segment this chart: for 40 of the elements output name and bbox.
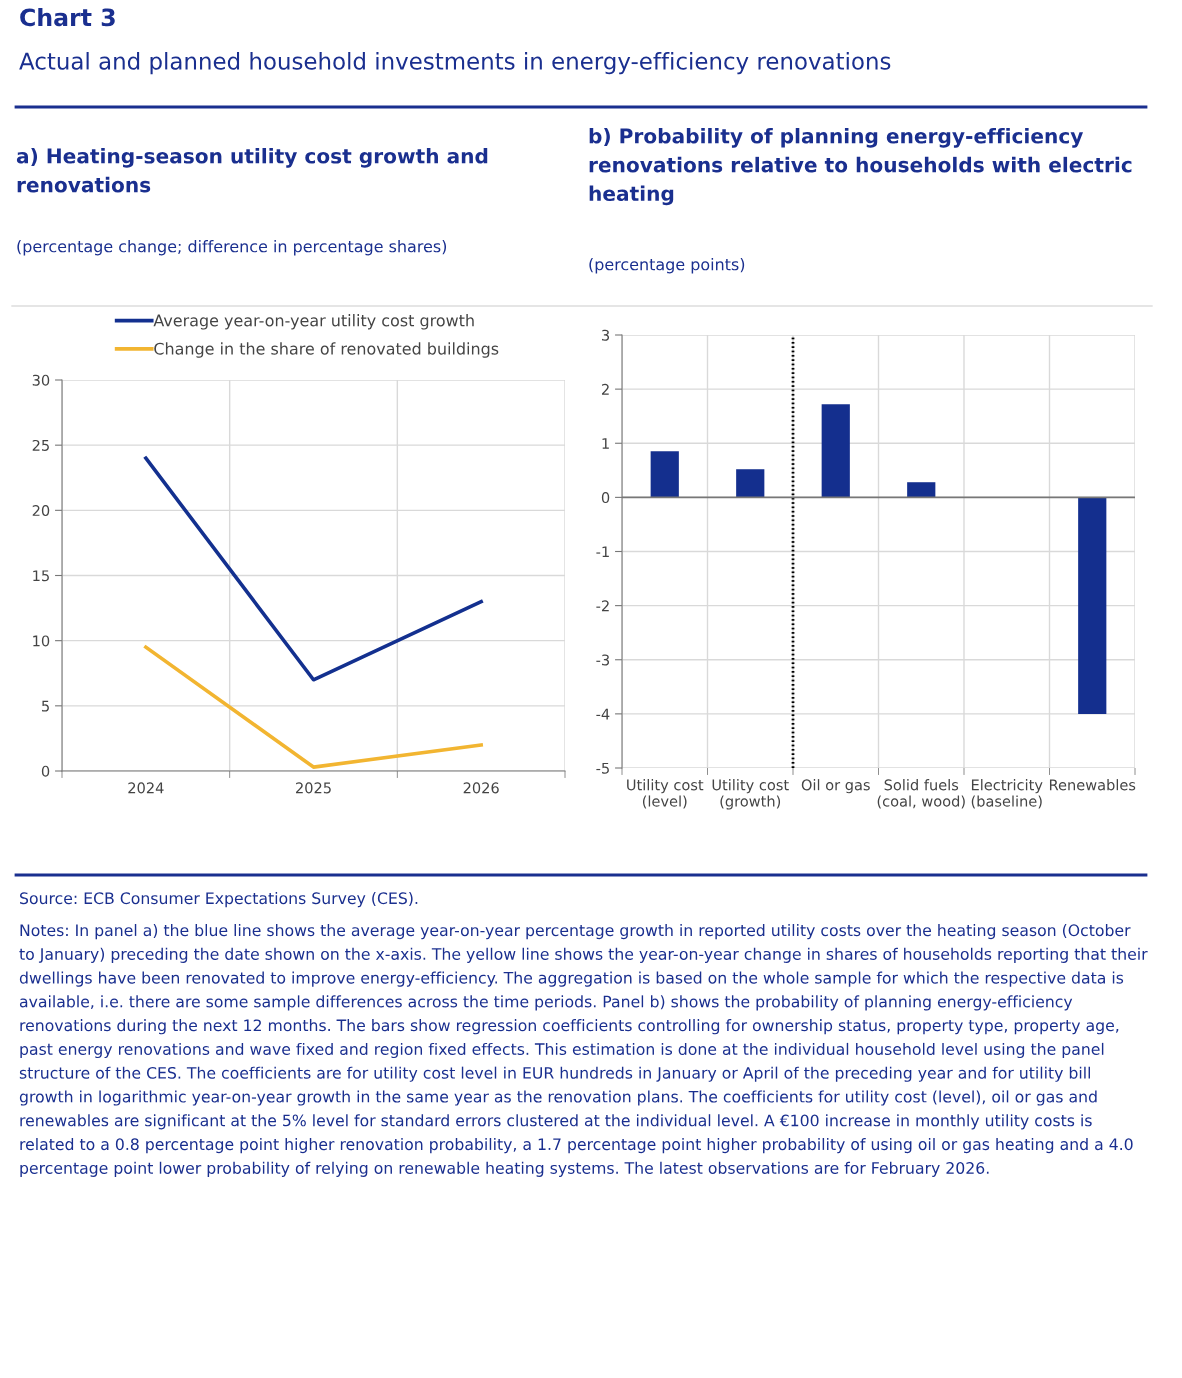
chart-title: a) Heating-season utility cost growth and renovations: [16, 148, 488, 193]
chart-title: b) Probability of planning energy-efficiency renovations relative to households with electric heating: [589, 128, 1132, 206]
x-tick-label: Electricity (baseline): [971, 779, 1043, 809]
chart-subtitle: (percentage change; difference in percentage shares): [17, 240, 447, 256]
bar: [907, 482, 936, 498]
y-tick-label: -3: [596, 654, 610, 666]
x-tick-label: 2024: [128, 782, 164, 794]
x-tick-label: 2025: [296, 782, 331, 794]
y-tick-label: 10: [33, 635, 50, 647]
text: Chart 3: [20, 8, 115, 27]
bar: [650, 451, 679, 498]
x-tick-label: Utility cost (level): [627, 779, 704, 809]
y-tick-label: 25: [32, 439, 49, 451]
y-tick-label: 0: [601, 492, 610, 504]
y-tick-label: -2: [596, 600, 609, 612]
x-tick-label: Utility cost (growth): [712, 779, 789, 810]
y-tick-label: 0: [41, 765, 50, 777]
bar: [736, 469, 765, 498]
y-tick-label: -4: [596, 708, 610, 720]
y-tick-label: -1: [596, 546, 609, 558]
x-tick-label: Renewables: [1049, 779, 1136, 791]
y-tick-label: -5: [596, 762, 609, 774]
bar: [821, 404, 850, 498]
y-tick-label: 2: [601, 383, 609, 395]
text: Notes: In panel a) the blue line shows the average year-on-year percentage growth in reported utility costs over the heating season (October to January) preceding the date shown on the x-axis. The yellow line shows the year-on-year change in shares of households reporting that their dwellings have been renovated to improve energy-efficiency. The aggregation is based on the whole sample for which the respective data is available, i.e. there are some sample differences across the time periods. Panel b) shows the probability of planning energy-efficiency renovations during the next 12 months. The bars show regression coefficients controlling for ownership status, property type, property age, past energy renovations and wave fixed and region fixed effects. This estimation is done at the individual household level using the panel structure of the CES. The coefficients are for utility cost level in EUR hundreds in January or April of the preceding year and for utility bill growth in logarithmic year-on-year growth in the same year as the renovation plans. The coefficients for utility cost (level), oil or gas and renewables are significant at the 5% level for standard errors clustered at the individual level. A €100 increase in monthly utility costs is related to a 0.8 percentage point higher renovation probability, a 1.7 percentage point higher probability of using oil or gas heating and a 4.0 percentage point lower probability of relying on renewable heating systems. The latest observations are for February 2026.: [19, 924, 1148, 1177]
text: Actual and planned household investments in energy-efficiency renovations: [19, 52, 891, 75]
y-tick-label: 15: [33, 570, 49, 582]
legend-label: Change in the share of renovated buildings: [154, 342, 499, 358]
x-tick-label: Oil or gas: [801, 779, 870, 794]
legend-label: Average year-on-year utility cost growth: [153, 314, 474, 330]
x-tick-label: 2026: [463, 782, 499, 794]
chart-subtitle: (percentage points): [589, 258, 745, 274]
x-tick-label: Solid fuels (coal, wood): [877, 779, 965, 809]
y-tick-label: 5: [42, 700, 49, 712]
bar: [1078, 497, 1107, 714]
y-tick-label: 30: [32, 374, 50, 386]
y-tick-label: 20: [32, 505, 50, 517]
source-note: Source: ECB Consumer Expectations Survey (CES).: [20, 892, 418, 908]
y-tick-label: 1: [602, 438, 609, 449]
y-tick-label: 3: [602, 329, 610, 341]
